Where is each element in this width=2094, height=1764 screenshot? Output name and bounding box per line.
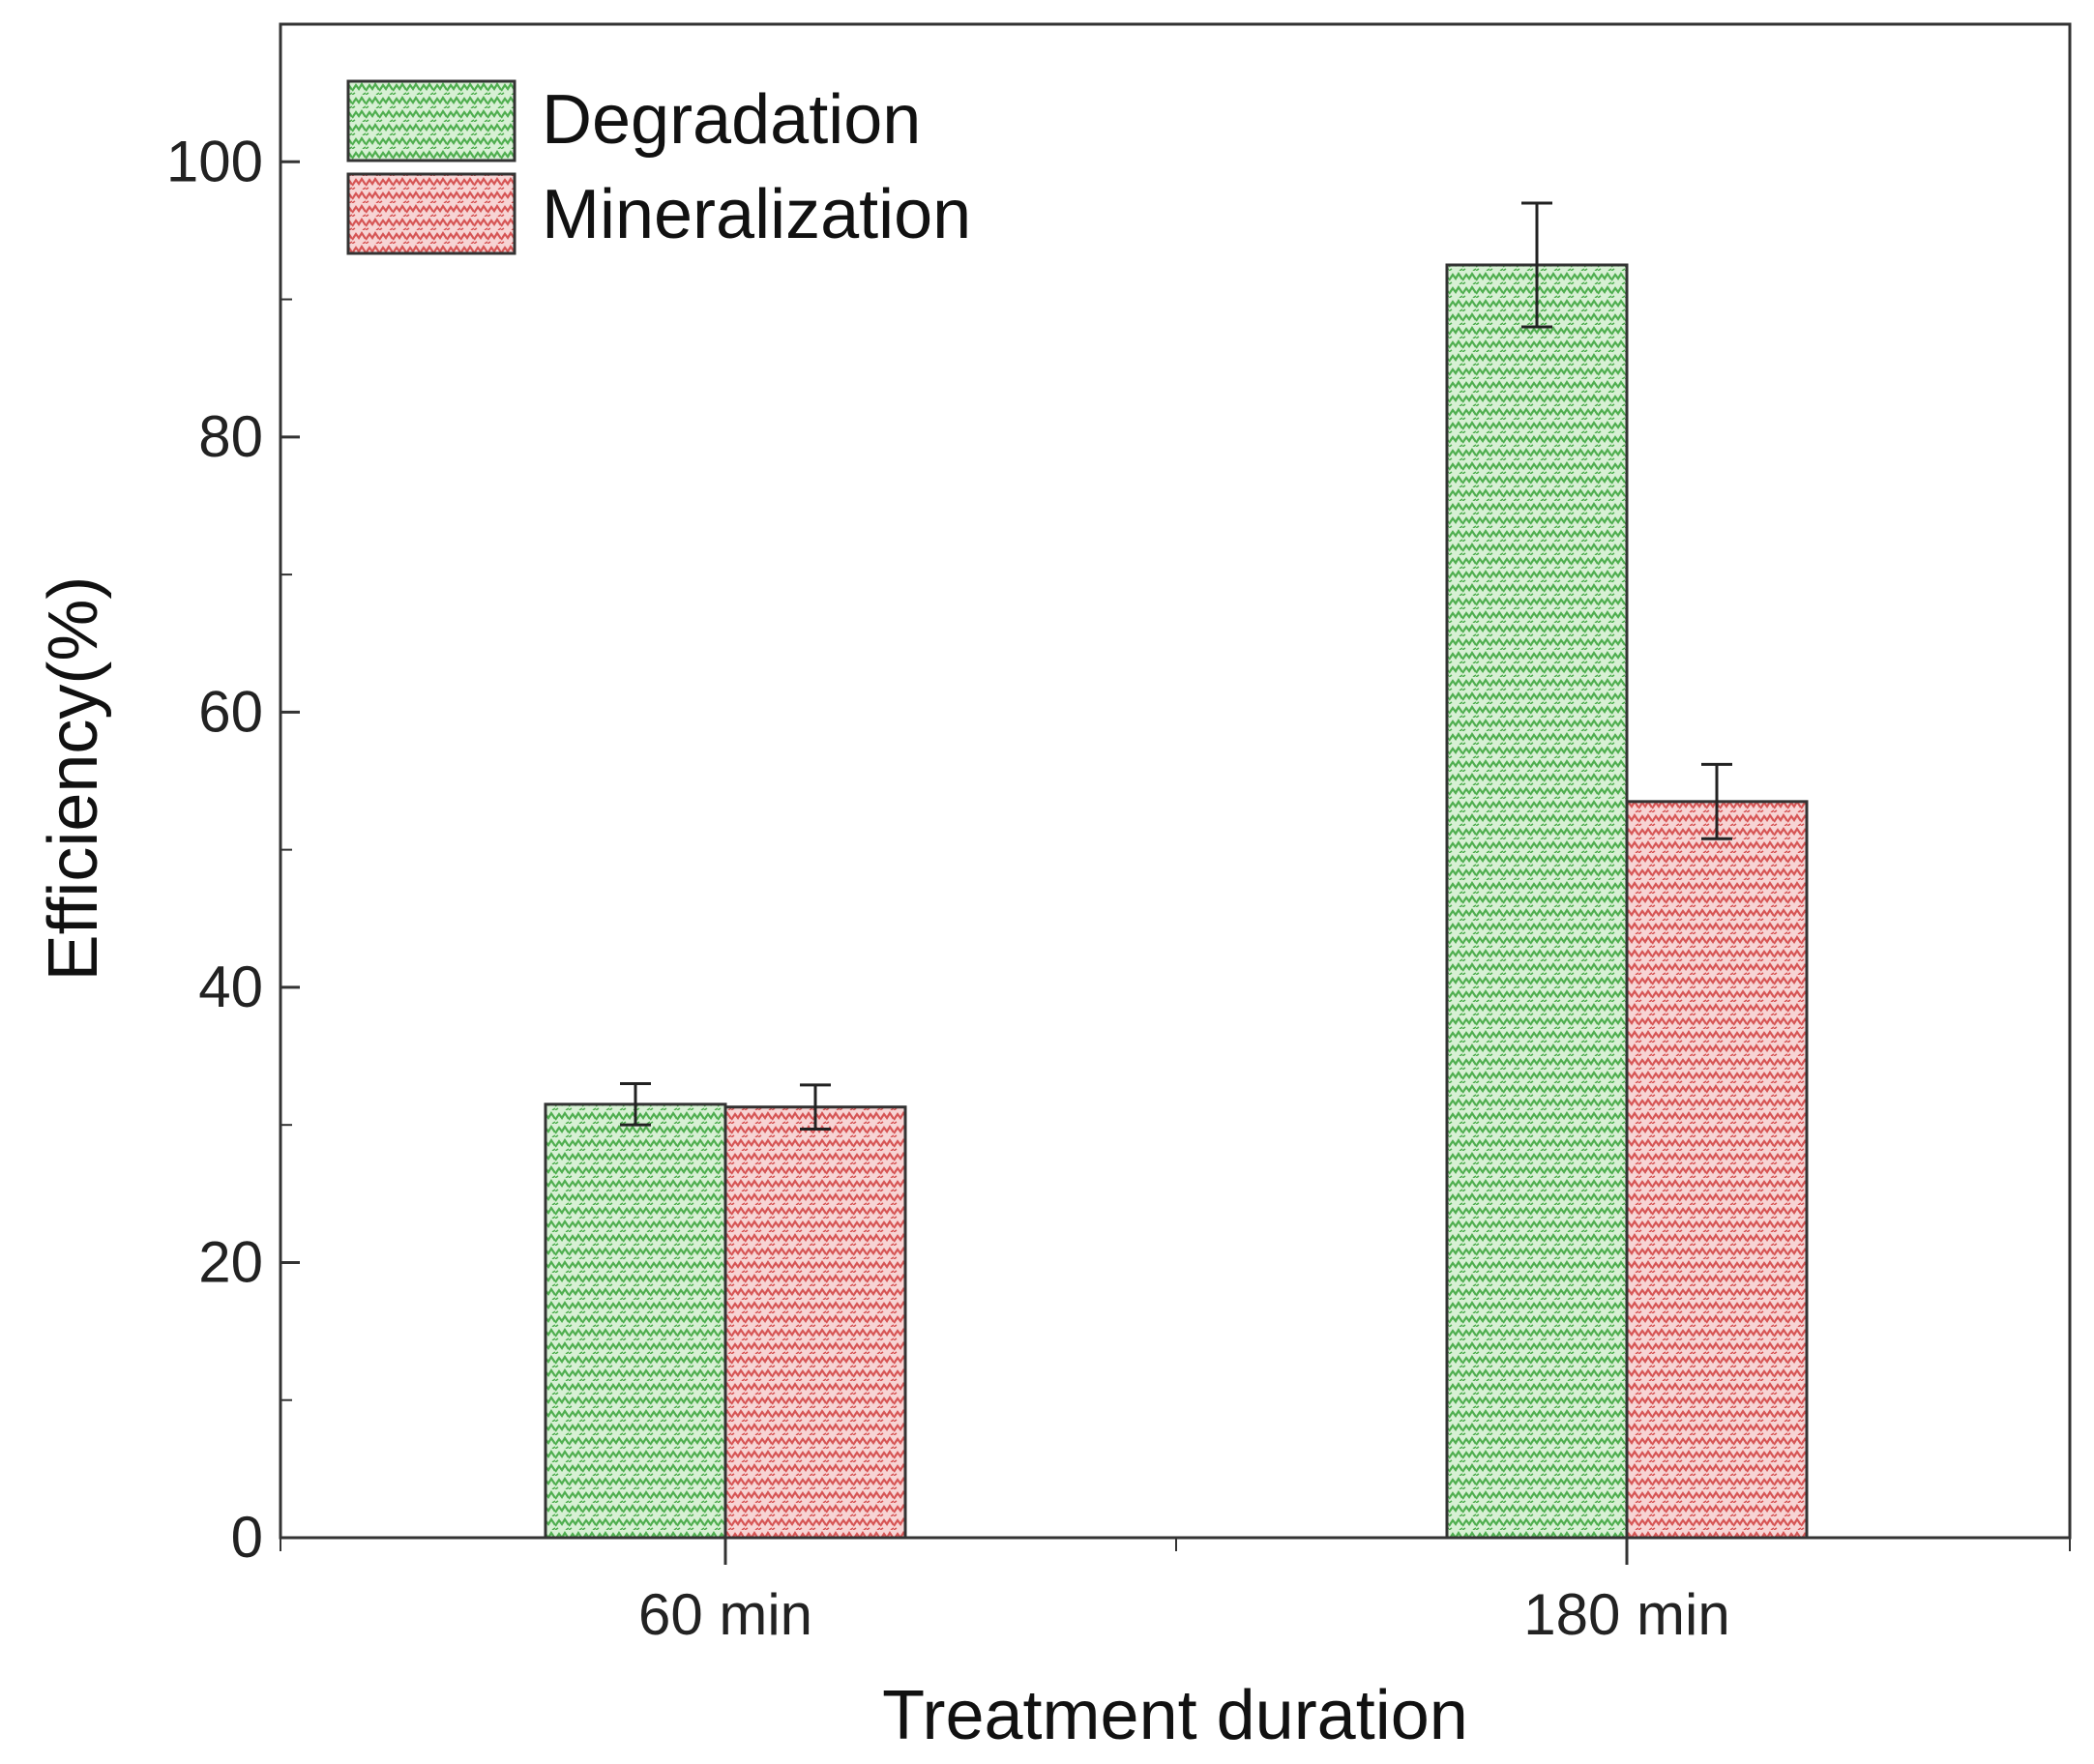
x-axis-title: Treatment duration (882, 1677, 1468, 1754)
y-tick-label: 60 (198, 679, 263, 744)
error-bar-degradation-1 (1521, 201, 1552, 329)
y-tick-label: 0 (231, 1505, 263, 1570)
legend: Degradation Mineralization (346, 79, 971, 255)
bar-mineralization-1 (1625, 800, 1809, 1540)
bar-degradation-0 (544, 1102, 727, 1540)
legend-swatch-mineralization (346, 172, 516, 255)
y-tick-label: 20 (198, 1229, 263, 1294)
legend-label-mineralization: Mineralization (542, 176, 971, 253)
x-tick-label: 180 min (1523, 1582, 1729, 1647)
y-axis: 0 20 40 60 80 100 (166, 129, 300, 1570)
error-bars-group (620, 201, 1732, 1131)
y-tick-label: 80 (198, 404, 263, 469)
legend-label-degradation: Degradation (542, 81, 921, 159)
y-tick-label: 100 (166, 129, 263, 193)
y-tick-label: 40 (198, 955, 263, 1019)
bar-mineralization-0 (723, 1105, 907, 1540)
x-axis: 60 min 180 min (280, 1536, 2071, 1647)
bars-group (544, 263, 1809, 1540)
error-bar-mineralization-1 (1701, 762, 1732, 840)
legend-swatch-degradation (346, 79, 516, 162)
y-axis-title: Efficiency(%) (35, 576, 112, 982)
error-bar-mineralization-0 (800, 1083, 831, 1131)
bar-degradation-1 (1445, 263, 1629, 1540)
x-tick-label: 60 min (638, 1582, 812, 1647)
error-bar-degradation-0 (620, 1082, 651, 1127)
